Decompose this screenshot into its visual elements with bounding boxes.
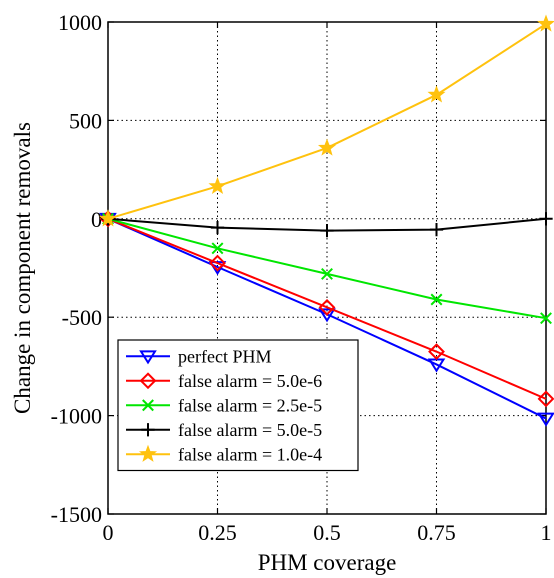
- x-tick-label: 1: [541, 520, 552, 545]
- y-tick-label: -500: [62, 305, 102, 330]
- y-tick-label: -1500: [51, 502, 102, 527]
- y-axis-title: Change in component removals: [10, 122, 35, 414]
- legend-item: perfect PHM: [126, 346, 271, 366]
- y-tick-label: -1000: [51, 404, 102, 429]
- y-tick-label: 1000: [58, 10, 102, 35]
- legend: perfect PHM false alarm = 5.0e-6 false ala…: [117, 339, 359, 472]
- data-point: [317, 138, 337, 156]
- legend-item: false alarm = 5.0e-6: [126, 371, 322, 391]
- x-tick-label: 0.25: [198, 520, 237, 545]
- data-point: [320, 223, 334, 238]
- data-point: [211, 242, 224, 255]
- legend-label: false alarm = 1.0e-4: [178, 444, 322, 464]
- data-point: [429, 222, 444, 237]
- data-point: [210, 221, 225, 235]
- data-point: [540, 312, 552, 325]
- x-axis-title: PHM coverage: [258, 550, 397, 575]
- data-point: [539, 212, 553, 226]
- legend-marker: [139, 372, 157, 390]
- data-point: [321, 267, 333, 280]
- legend-item: false alarm = 1.0e-4: [126, 444, 322, 464]
- y-tick-label: 0: [91, 207, 102, 232]
- data-point: [318, 308, 336, 323]
- data-point: [209, 254, 226, 272]
- series-4: [101, 212, 553, 238]
- legend-label: false alarm = 2.5e-5: [178, 395, 322, 415]
- data-point: [98, 209, 118, 227]
- legend-item: false alarm = 2.5e-5: [126, 395, 322, 415]
- series-layer: [98, 14, 554, 427]
- legend-label: false alarm = 5.0e-6: [178, 371, 322, 391]
- x-tick-label: 0: [103, 520, 114, 545]
- data-point: [537, 412, 554, 427]
- legend-label: perfect PHM: [178, 346, 271, 366]
- series-2: [99, 210, 554, 408]
- y-tick-label: 500: [69, 108, 102, 133]
- legend-item: false alarm = 5.0e-5: [126, 420, 322, 440]
- data-point: [537, 390, 554, 408]
- data-point: [536, 14, 554, 32]
- data-point: [427, 85, 446, 103]
- series-5: [98, 14, 554, 227]
- legend-marker: [139, 350, 157, 365]
- data-point: [318, 298, 336, 316]
- series-line: [107, 217, 547, 400]
- legend-marker: [138, 444, 158, 462]
- data-point: [430, 293, 443, 306]
- legend-marker: [141, 423, 155, 437]
- x-tick-label: 0.5: [313, 520, 341, 545]
- data-point: [208, 176, 227, 195]
- x-tick-label: 0.75: [417, 520, 456, 545]
- data-point: [428, 343, 445, 361]
- ticks-layer: 0 0.25 0.5 0.75 1 -1500 -1000 -500 0 500 1000: [51, 10, 552, 545]
- legend-marker: [142, 399, 154, 412]
- legend-label: false alarm = 5.0e-5: [178, 420, 322, 440]
